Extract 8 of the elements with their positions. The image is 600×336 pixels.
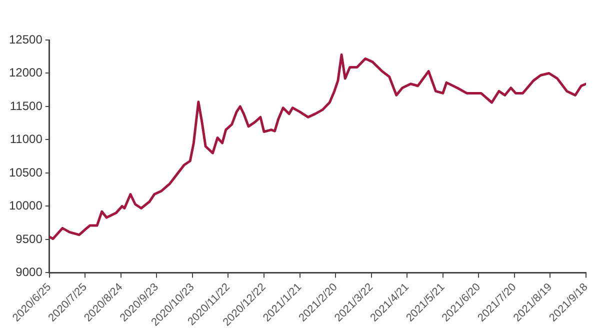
- y-tick-label: 12500: [8, 32, 43, 46]
- y-tick-label: 11000: [10, 132, 43, 146]
- y-tick-label: 9500: [16, 232, 43, 246]
- y-tick-label: 9000: [16, 265, 43, 280]
- y-tick-label: 10000: [8, 198, 43, 213]
- y-tick-label: 10500: [8, 165, 43, 180]
- y-tick-label: 12000: [8, 66, 43, 80]
- y-tick-label: 11500: [10, 98, 43, 113]
